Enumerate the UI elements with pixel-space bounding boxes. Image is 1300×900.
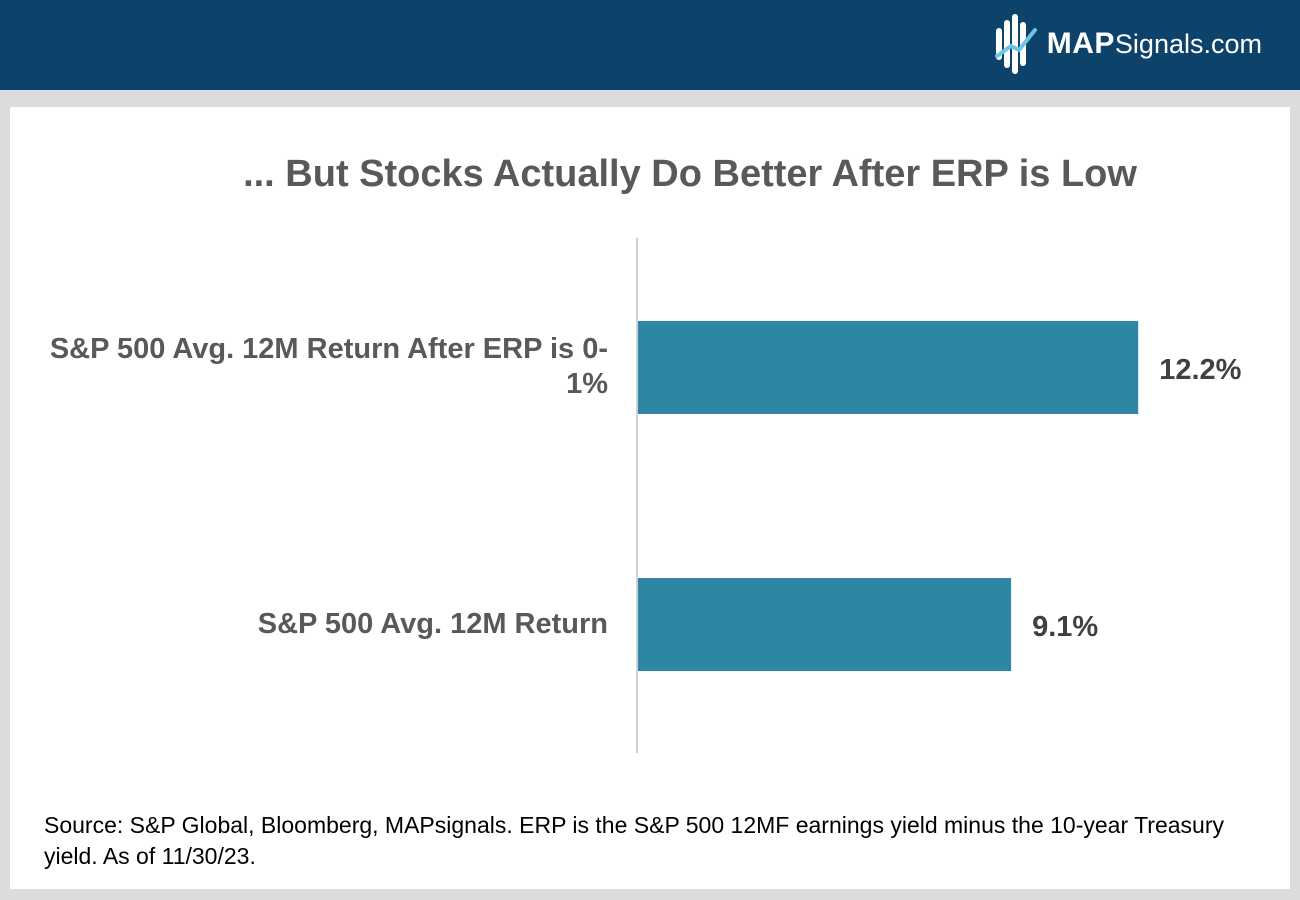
bar-sp500-avg — [638, 578, 1012, 671]
category-label-erp-0-1: S&P 500 Avg. 12M Return After ERP is 0-1… — [49, 333, 608, 400]
bar-erp-0-1 — [638, 321, 1139, 414]
chart-title: ... But Stocks Actually Do Better After … — [243, 153, 1137, 195]
data-label-erp-0-1: 12.2% — [1159, 354, 1241, 386]
brand-logo[interactable]: MAPSignals.com — [994, 12, 1262, 76]
bar-chart: 12.2% 9.1% — [636, 238, 1242, 753]
chart-panel: ... But Stocks Actually Do Better After … — [10, 107, 1290, 889]
category-label-sp500-avg: S&P 500 Avg. 12M Return — [257, 608, 608, 640]
brand-name-bold: MAP — [1046, 27, 1115, 60]
source-note: Source: S&P Global, Bloomberg, MAPsignal… — [44, 812, 1224, 869]
brand-name: MAPSignals.com — [1047, 27, 1262, 61]
brand-name-rest: Signals.com — [1114, 29, 1262, 59]
header-bar: MAPSignals.com — [0, 0, 1300, 90]
mapsignals-logo-icon — [994, 14, 1037, 74]
data-label-sp500-avg: 9.1% — [1032, 611, 1098, 643]
